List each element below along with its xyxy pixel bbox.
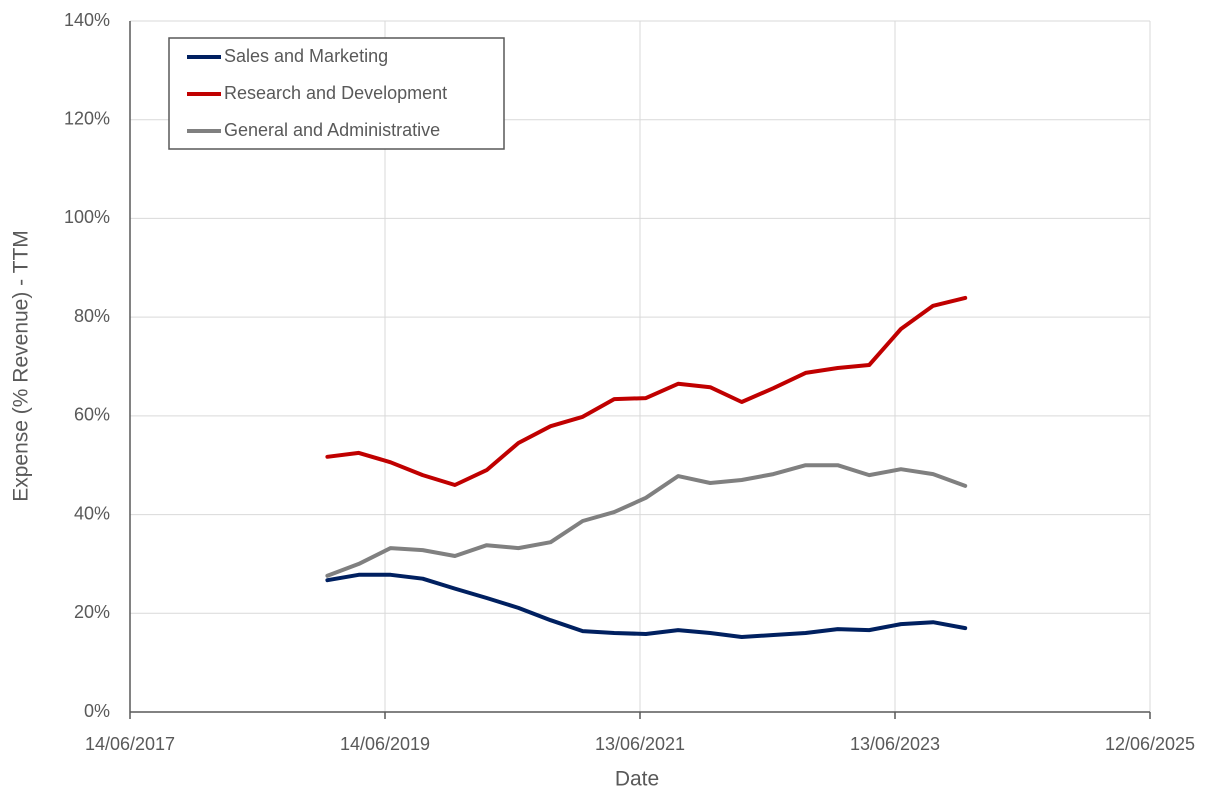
x-tick-label: 14/06/2017 xyxy=(85,734,175,754)
y-tick-label: 140% xyxy=(64,10,110,30)
legend-label: Research and Development xyxy=(224,83,447,103)
y-tick-label: 80% xyxy=(74,306,110,326)
series-line xyxy=(325,463,968,578)
y-tick-label: 100% xyxy=(64,207,110,227)
x-axis-title: Date xyxy=(615,768,659,791)
y-tick-label: 60% xyxy=(74,405,110,425)
x-tick-label: 13/06/2021 xyxy=(595,734,685,754)
y-tick-label: 40% xyxy=(74,503,110,523)
x-tick-label: 12/06/2025 xyxy=(1105,734,1195,754)
series-line xyxy=(325,572,968,639)
y-tick-label: 20% xyxy=(74,602,110,622)
legend-label: Sales and Marketing xyxy=(224,46,388,66)
legend-label: General and Administrative xyxy=(224,120,440,140)
legend-box xyxy=(168,37,505,150)
y-tick-label: 0% xyxy=(84,701,110,721)
x-tick-label: 14/06/2019 xyxy=(340,734,430,754)
y-axis-title: Expense (% Revenue) - TTM xyxy=(10,230,33,502)
y-tick-label: 120% xyxy=(64,108,110,128)
series-line xyxy=(325,295,968,487)
x-tick-label: 13/06/2023 xyxy=(850,734,940,754)
